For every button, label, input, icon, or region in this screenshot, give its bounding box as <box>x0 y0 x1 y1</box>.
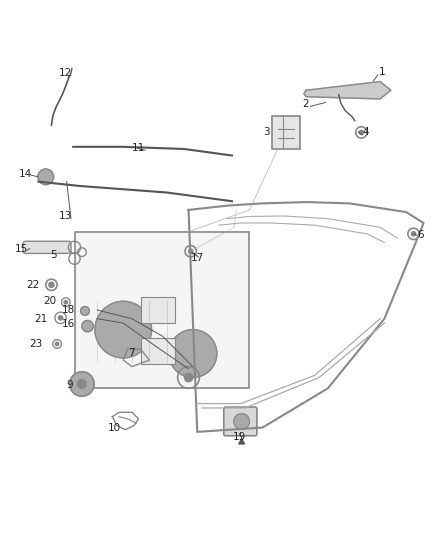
FancyBboxPatch shape <box>141 297 176 323</box>
Text: 1: 1 <box>379 67 385 77</box>
Text: 3: 3 <box>263 127 269 138</box>
Text: 13: 13 <box>59 212 72 221</box>
Polygon shape <box>304 82 391 99</box>
Circle shape <box>64 301 67 304</box>
Circle shape <box>38 169 53 184</box>
Circle shape <box>411 232 416 236</box>
Circle shape <box>169 329 217 377</box>
Circle shape <box>78 379 86 389</box>
Text: 15: 15 <box>15 244 28 254</box>
Text: 2: 2 <box>302 99 308 109</box>
Circle shape <box>82 320 93 332</box>
Text: 14: 14 <box>19 169 32 179</box>
Text: 18: 18 <box>62 305 75 315</box>
Circle shape <box>55 342 59 346</box>
Text: 12: 12 <box>59 68 72 78</box>
Circle shape <box>70 372 94 396</box>
Text: 19: 19 <box>233 432 247 442</box>
Text: 7: 7 <box>128 348 134 358</box>
Text: 16: 16 <box>61 319 74 329</box>
Text: 20: 20 <box>43 296 57 306</box>
Text: 4: 4 <box>363 127 369 138</box>
FancyBboxPatch shape <box>141 338 176 365</box>
Text: 17: 17 <box>191 253 204 263</box>
Circle shape <box>234 414 250 429</box>
Text: 5: 5 <box>50 250 57 260</box>
Circle shape <box>58 316 63 320</box>
Text: 22: 22 <box>26 280 39 290</box>
Circle shape <box>81 306 89 315</box>
Circle shape <box>49 282 54 287</box>
Text: 23: 23 <box>30 339 43 349</box>
Text: 11: 11 <box>132 143 145 153</box>
FancyBboxPatch shape <box>23 241 71 254</box>
FancyBboxPatch shape <box>272 116 300 149</box>
Circle shape <box>95 301 152 358</box>
Text: 6: 6 <box>417 230 424 240</box>
FancyBboxPatch shape <box>224 407 257 436</box>
Circle shape <box>188 249 193 254</box>
Text: 21: 21 <box>34 314 47 324</box>
Circle shape <box>184 373 193 382</box>
FancyBboxPatch shape <box>75 232 250 389</box>
Circle shape <box>359 130 364 135</box>
Text: 9: 9 <box>67 380 74 390</box>
Text: 10: 10 <box>108 423 121 433</box>
